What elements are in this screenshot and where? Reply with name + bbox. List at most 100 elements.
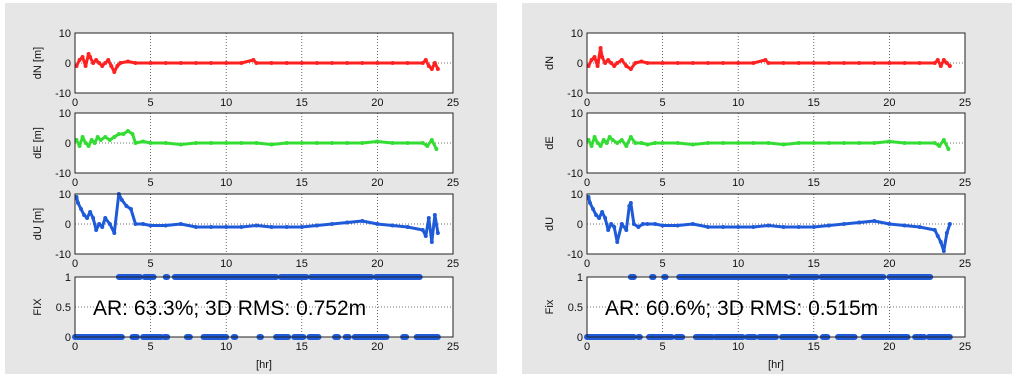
data-point (887, 139, 892, 144)
x-tick-label: 10 (732, 177, 744, 189)
data-point (589, 58, 594, 62)
x-tick-label: 25 (959, 177, 971, 189)
data-point (148, 61, 153, 65)
data-point (432, 61, 437, 65)
data-point (603, 61, 608, 65)
data-point (299, 61, 304, 65)
data-point (639, 141, 644, 145)
data-point (612, 64, 617, 68)
data-point (119, 198, 124, 202)
x-tick-label: 0 (584, 97, 590, 109)
x-tick-label: 5 (660, 258, 666, 270)
y-tick-label: -10 (55, 168, 71, 180)
y-tick-label: 0 (65, 219, 71, 231)
y-tick-label: 1 (577, 272, 583, 284)
data-point (375, 61, 380, 65)
y-tick-label: 0 (65, 332, 71, 344)
x-tick-label: 0 (72, 177, 78, 189)
x-axis-label: [hr] (256, 359, 272, 371)
data-point (193, 141, 198, 145)
data-point (95, 135, 100, 139)
data-point (705, 141, 710, 145)
data-point (597, 216, 602, 220)
data-point (423, 58, 428, 62)
data-point (932, 228, 937, 232)
y-axis-label: dN [m] (32, 47, 44, 79)
data-point (360, 61, 365, 65)
data-point (224, 61, 229, 65)
x-tick-label: 20 (371, 177, 383, 189)
y-tick-label: 10 (59, 108, 71, 120)
data-point (857, 61, 862, 65)
data-point (917, 141, 922, 145)
data-point (88, 210, 93, 214)
x-tick-label: 20 (883, 258, 895, 270)
data-point (887, 222, 892, 226)
data-point (660, 61, 665, 65)
data-point (636, 225, 641, 229)
data-point (675, 141, 680, 145)
x-tick-label: 0 (584, 341, 590, 353)
y-tick-label: 0 (65, 138, 71, 150)
data-point (902, 61, 907, 65)
x-tick-label: 25 (447, 341, 459, 353)
x-tick-label: 0 (584, 177, 590, 189)
data-point (938, 240, 943, 244)
data-point (811, 61, 816, 65)
data-point (163, 141, 168, 145)
x-tick-label: 5 (660, 97, 666, 109)
data-point (604, 141, 609, 145)
data-point (941, 138, 946, 142)
axes-frame (586, 276, 966, 338)
data-point (932, 141, 937, 145)
x-tick-label: 10 (220, 97, 232, 109)
data-point (405, 61, 410, 65)
data-point (675, 61, 680, 65)
data-point (284, 61, 289, 65)
y-axis-label: dN (544, 56, 556, 70)
x-tick-label: 15 (296, 97, 308, 109)
data-point (627, 204, 632, 208)
data-point (360, 219, 365, 223)
data-point (345, 141, 350, 145)
data-point (112, 70, 117, 74)
data-point (763, 58, 768, 62)
y-tick-label: 10 (59, 189, 71, 201)
data-point (721, 225, 726, 229)
data-point (426, 216, 431, 220)
data-point (751, 141, 756, 145)
data-point (106, 58, 111, 62)
data-point (107, 138, 112, 142)
data-point (938, 64, 943, 68)
data-point (85, 216, 90, 220)
y-axis-label: FIX (32, 298, 44, 316)
data-point (375, 222, 380, 226)
subplot-fix: 0 5 10 15 20 25 0 0.5 1 Fix AR: 60.6%; 3D RMS: 0.5… (544, 272, 971, 353)
data-point (675, 223, 680, 228)
data-point (83, 64, 88, 68)
data-point (615, 240, 620, 244)
data-point (607, 135, 612, 139)
data-point (299, 141, 304, 145)
data-point (224, 141, 229, 145)
data-point (690, 61, 695, 65)
data-point (766, 223, 771, 228)
data-point (330, 141, 335, 145)
data-point (589, 144, 594, 148)
x-tick-label: 10 (220, 341, 232, 353)
data-point (826, 223, 831, 228)
data-point (107, 222, 112, 226)
data-point (609, 222, 614, 226)
axes-frame (586, 112, 966, 174)
data-point (660, 141, 665, 145)
data-point (628, 135, 633, 139)
data-point (842, 141, 847, 145)
data-point (284, 225, 289, 229)
data-point (390, 141, 395, 145)
data-point (586, 64, 591, 68)
data-point (645, 142, 650, 147)
x-tick-label: 20 (371, 258, 383, 270)
data-point (330, 61, 335, 65)
data-point (133, 222, 138, 226)
